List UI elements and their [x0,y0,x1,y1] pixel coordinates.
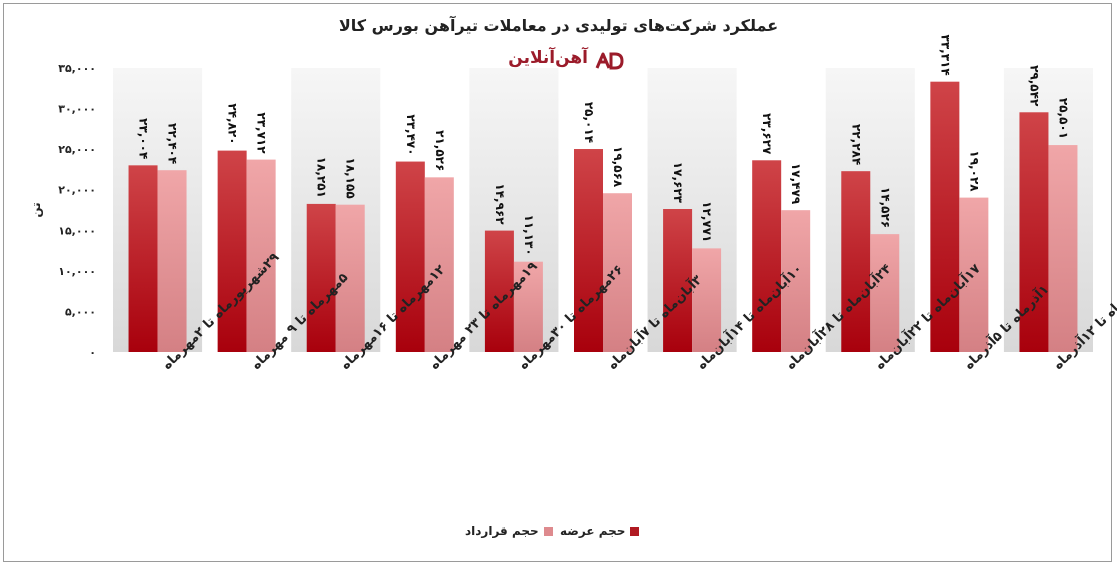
data-label-contract: ۱۱,۱۳۰ [522,215,536,256]
data-label-supply: ۲۳,۶۲۷ [760,113,774,155]
legend-swatch-contract [544,527,553,536]
legend-item-contract: حجم قرارداد [465,524,553,542]
data-label-supply: ۱۷,۶۲۳ [671,162,685,204]
bar-supply [129,165,158,352]
data-label-supply: ۲۴,۸۲۰ [226,103,240,144]
y-tick-label: ۲۰,۰۰۰ [58,184,96,197]
bar-contract [1048,145,1077,352]
data-label-supply: ۲۳,۰۰۴ [137,118,151,159]
data-label-supply: ۱۴,۹۶۲ [493,183,507,225]
y-tick-label: ۳۰,۰۰۰ [58,103,96,116]
bar-supply [574,149,603,352]
bar-supply [218,151,247,352]
data-label-supply: ۲۲,۲۸۴ [849,124,863,165]
data-label-contract: ۱۲,۷۷۱ [700,201,714,242]
bar-supply [396,162,425,352]
legend-swatch-supply [630,527,639,536]
data-label-contract: ۲۳,۷۱۲ [255,112,269,154]
y-tick-label: ۳۵,۰۰۰ [58,62,96,75]
legend: حجم عرضه حجم قرارداد [0,524,1117,544]
bar-supply [841,171,870,352]
data-label-contract: ۲۵,۵۰۱ [1056,98,1070,139]
data-label-contract: ۱۷,۴۷۹ [789,163,803,205]
data-label-supply: ۱۸,۲۵۱ [315,157,329,198]
y-axis-label: تن [29,202,43,217]
data-label-contract: ۱۹,۵۶۸ [611,146,625,188]
data-label-contract: ۱۹,۰۲۸ [967,150,981,192]
y-tick-label: ۲۵,۰۰۰ [58,143,96,156]
data-label-supply: ۲۳,۴۷۰ [404,114,418,155]
y-tick-label: ۰ [89,346,96,359]
data-label-contract: ۲۲,۴۰۴ [166,123,180,164]
data-label-contract: ۱۸,۱۵۵ [344,157,358,198]
bar-supply [307,204,336,352]
data-label-supply: ۲۵,۰۱۴ [582,102,596,143]
bar-supply [752,160,781,352]
y-tick-label: ۵,۰۰۰ [65,305,96,318]
data-label-contract: ۲۱,۵۲۶ [433,130,447,171]
data-label-supply: ۳۳,۳۱۴ [938,34,952,75]
y-tick-label: ۱۰,۰۰۰ [58,265,96,278]
legend-label-supply: حجم عرضه [560,524,625,538]
bar-contract [692,248,721,352]
data-label-contract: ۱۴,۵۲۶ [878,187,892,228]
y-tick-label: ۱۵,۰۰۰ [58,224,96,237]
bar-contract [158,170,187,352]
data-label-supply: ۲۹,۵۴۲ [1027,65,1041,107]
bar-contract [870,234,899,352]
legend-label-contract: حجم قرارداد [465,524,539,538]
legend-item-supply: حجم عرضه [560,524,639,542]
